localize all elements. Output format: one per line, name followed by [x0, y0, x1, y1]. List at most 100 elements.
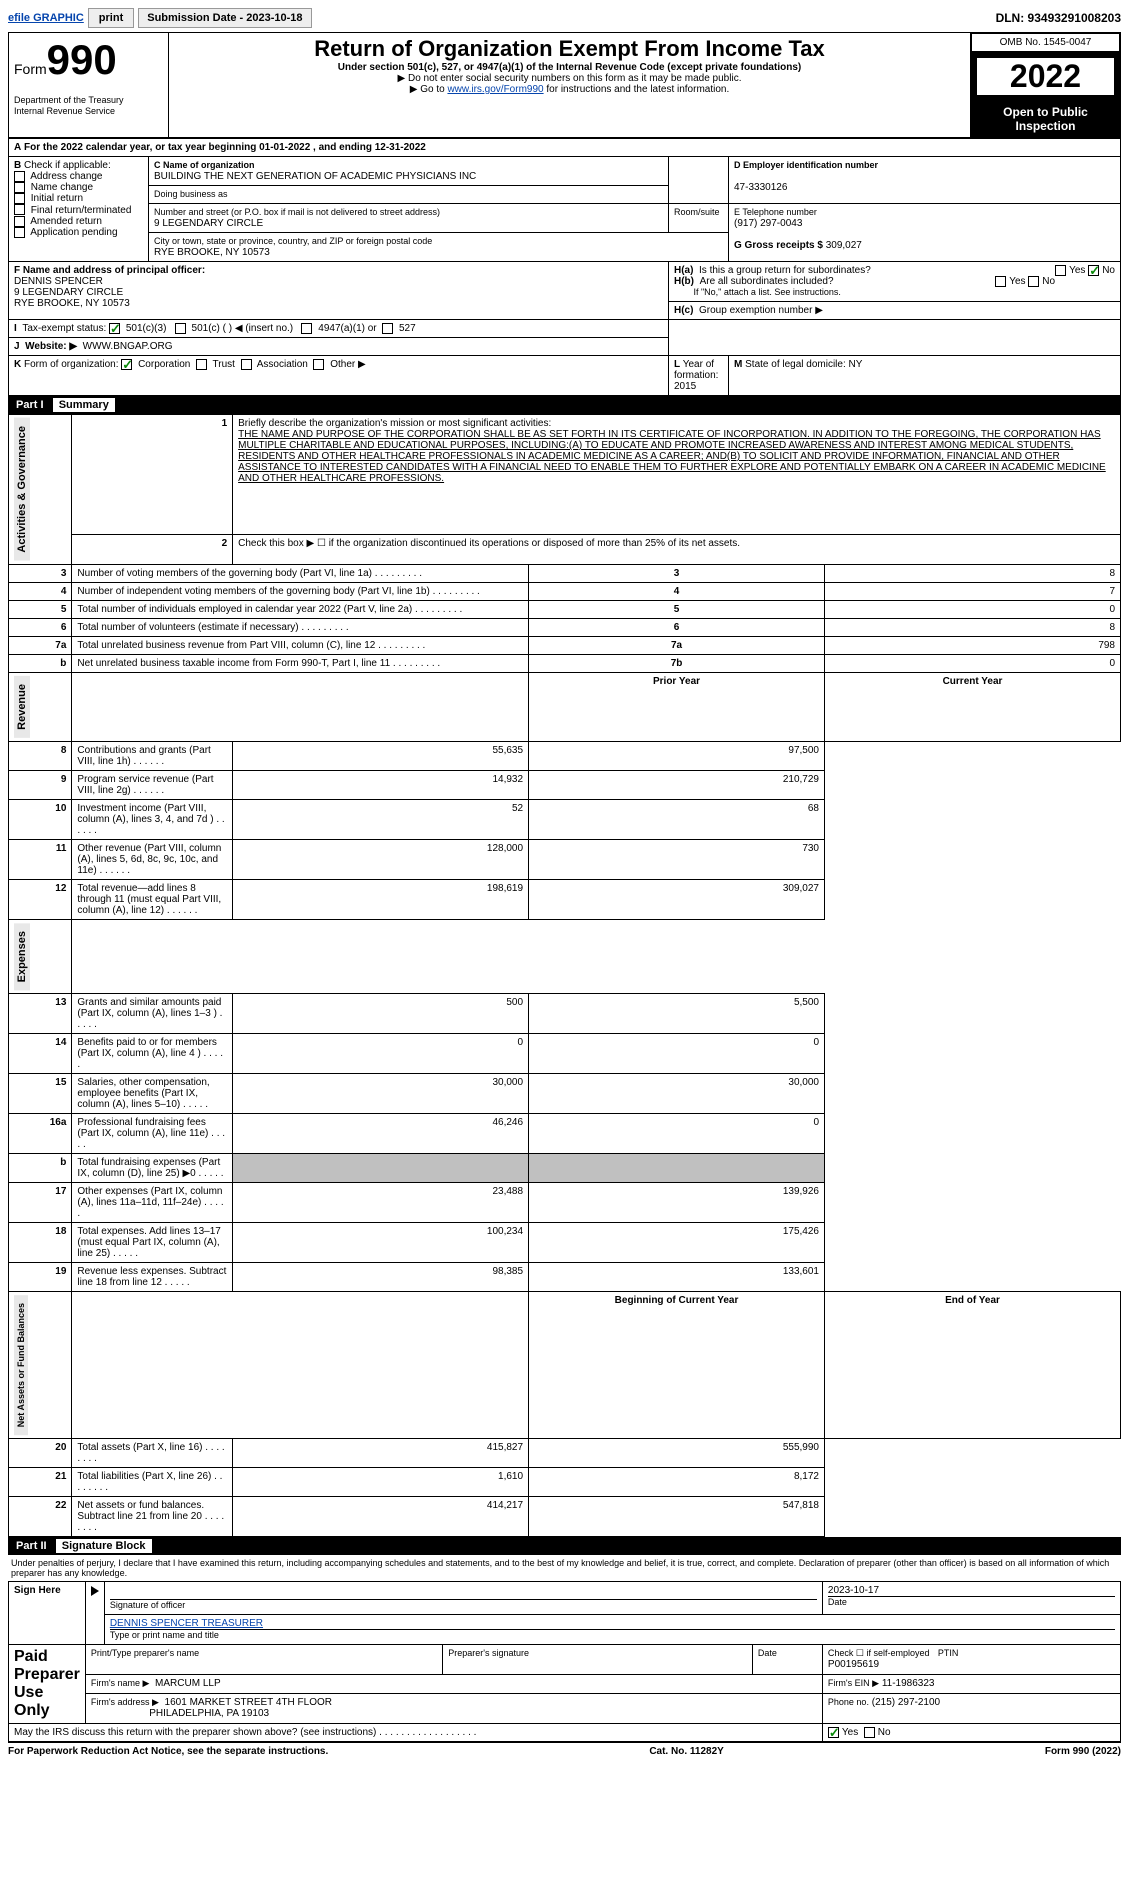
corp-checkbox[interactable] — [121, 359, 132, 370]
sig-date-label: Date — [828, 1597, 847, 1607]
firm-name-label: Firm's name ▶ — [91, 1678, 150, 1688]
line-text: Salaries, other compensation, employee b… — [72, 1073, 233, 1113]
line-box: 7a — [529, 636, 825, 654]
part2-header: Part II Signature Block — [8, 1537, 1121, 1555]
org-name: BUILDING THE NEXT GENERATION OF ACADEMIC… — [154, 171, 476, 182]
section-net: Net Assets or Fund Balances — [14, 1295, 28, 1435]
section-rev: Revenue — [14, 676, 30, 738]
officer-printed[interactable]: DENNIS SPENCER TREASURER — [110, 1618, 263, 1629]
f-label: F Name and address of principal officer: — [14, 265, 205, 276]
line-text: Contributions and grants (Part VIII, lin… — [72, 741, 233, 770]
ptin-label: PTIN — [938, 1648, 959, 1658]
prior-val: 30,000 — [233, 1073, 529, 1113]
line-num: 4 — [9, 582, 72, 600]
prior-val: 52 — [233, 799, 529, 839]
current-val: 133,601 — [529, 1262, 825, 1291]
line-box: 5 — [529, 600, 825, 618]
line-text: Benefits paid to or for members (Part IX… — [72, 1033, 233, 1073]
line-num: 12 — [9, 879, 72, 919]
irs-link[interactable]: www.irs.gov/Form990 — [447, 84, 543, 95]
telephone: (917) 297-0043 — [734, 218, 802, 229]
hb-label: Are all subordinates included? — [700, 276, 834, 287]
line-box: 3 — [529, 564, 825, 582]
b-checkbox[interactable] — [14, 227, 25, 238]
other-checkbox[interactable] — [313, 359, 324, 370]
l-label: Year of formation: — [674, 359, 718, 381]
b-checkbox[interactable] — [14, 193, 25, 204]
i-label: Tax-exempt status: — [22, 323, 106, 334]
ha-no-checkbox[interactable] — [1088, 265, 1099, 276]
section-exp: Expenses — [14, 923, 30, 990]
website: WWW.BNGAP.ORG — [83, 341, 173, 352]
line-text: Total expenses. Add lines 13–17 (must eq… — [72, 1222, 233, 1262]
line-num: 17 — [9, 1182, 72, 1222]
prior-val: 100,234 — [233, 1222, 529, 1262]
efile-link[interactable]: efile GRAPHIC — [8, 12, 84, 24]
topbar: efile GRAPHIC print Submission Date - 20… — [8, 8, 1121, 28]
discuss-no-checkbox[interactable] — [864, 1727, 875, 1738]
discuss-yes-checkbox[interactable] — [828, 1727, 839, 1738]
prior-val — [233, 1153, 529, 1182]
line-val: 0 — [825, 654, 1121, 672]
line-text: Total fundraising expenses (Part IX, col… — [72, 1153, 233, 1182]
hb-no-checkbox[interactable] — [1028, 276, 1039, 287]
current-val: 0 — [529, 1113, 825, 1153]
prior-val: 46,246 — [233, 1113, 529, 1153]
sig-date-val: 2023-10-17 — [828, 1585, 879, 1596]
current-val: 210,729 — [529, 770, 825, 799]
prior-val: 14,932 — [233, 770, 529, 799]
firm-addr: 1601 MARKET STREET 4TH FLOOR — [165, 1697, 332, 1708]
end-val: 547,818 — [529, 1497, 825, 1537]
phone: (215) 297-2100 — [872, 1697, 940, 1708]
prior-val: 23,488 — [233, 1182, 529, 1222]
room-label: Room/suite — [674, 207, 720, 217]
b-checkbox[interactable] — [14, 182, 25, 193]
e-label: E Telephone number — [734, 207, 817, 217]
line-text: Revenue less expenses. Subtract line 18 … — [72, 1262, 233, 1291]
cat-no: Cat. No. 11282Y — [649, 1746, 723, 1757]
ha-yes-checkbox[interactable] — [1055, 265, 1066, 276]
line-2: Check this box ▶ ☐ if the organization d… — [233, 535, 1121, 565]
line-num: 20 — [9, 1439, 72, 1468]
line-num: 14 — [9, 1033, 72, 1073]
instr-link: ▶ Go to www.irs.gov/Form990 for instruct… — [174, 84, 965, 95]
hc-label: Group exemption number ▶ — [699, 305, 823, 316]
line-text: Total number of individuals employed in … — [72, 600, 529, 618]
501c3-checkbox[interactable] — [109, 323, 120, 334]
city-label: City or town, state or province, country… — [154, 236, 432, 246]
hb-yes-checkbox[interactable] — [995, 276, 1006, 287]
4947-checkbox[interactable] — [301, 323, 312, 334]
form-ref: Form 990 (2022) — [1045, 1746, 1121, 1757]
527-checkbox[interactable] — [382, 323, 393, 334]
line-text: Total assets (Part X, line 16) . . . . .… — [72, 1439, 233, 1468]
begin-val: 414,217 — [233, 1497, 529, 1537]
print-button[interactable]: print — [88, 8, 134, 28]
prior-val: 0 — [233, 1033, 529, 1073]
section-ag: Activities & Governance — [14, 418, 30, 561]
col-prior: Prior Year — [529, 672, 825, 741]
assoc-checkbox[interactable] — [241, 359, 252, 370]
b-checkbox[interactable] — [14, 204, 25, 215]
trust-checkbox[interactable] — [196, 359, 207, 370]
section-b: B Check if applicable: Address change Na… — [9, 157, 149, 262]
mission-text: THE NAME AND PURPOSE OF THE CORPORATION … — [238, 429, 1106, 484]
line-val: 0 — [825, 600, 1121, 618]
dln: DLN: 93493291008203 — [996, 11, 1121, 25]
org-city: RYE BROOKE, NY 10573 — [154, 247, 270, 258]
line-box: 7b — [529, 654, 825, 672]
self-employed: Check ☐ if self-employed — [828, 1648, 930, 1658]
b-checkbox[interactable] — [14, 171, 25, 182]
b-checkbox[interactable] — [14, 216, 25, 227]
g-label: G Gross receipts $ — [734, 240, 823, 251]
501c-checkbox[interactable] — [175, 323, 186, 334]
line-num: 21 — [9, 1468, 72, 1497]
officer-addr2: RYE BROOKE, NY 10573 — [14, 298, 130, 309]
dept-label: Department of the Treasury — [14, 95, 124, 105]
current-val: 139,926 — [529, 1182, 825, 1222]
begin-val: 415,827 — [233, 1439, 529, 1468]
prior-val: 500 — [233, 993, 529, 1033]
line-num: 22 — [9, 1497, 72, 1537]
line-num: 8 — [9, 741, 72, 770]
line-text: Program service revenue (Part VIII, line… — [72, 770, 233, 799]
line-num: 5 — [9, 600, 72, 618]
